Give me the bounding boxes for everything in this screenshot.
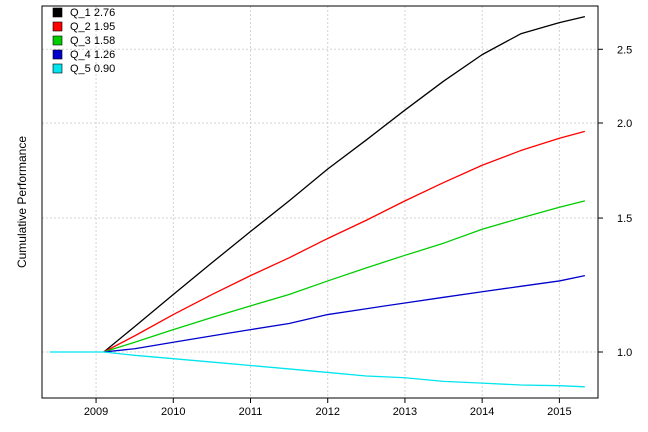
legend: Q_1 2.76 Q_2 1.95 Q_3 1.58 Q_4 1.26 Q_5 0.90 [52, 7, 115, 75]
legend-swatch-q4 [52, 49, 63, 60]
x-tick-label: 2009 [84, 406, 108, 418]
y-tick-label: 2.5 [617, 44, 632, 56]
axis-layer: 2009 2010 2011 2012 2013 2014 2015 1.0 1.5 2.0 2.5 [84, 44, 632, 418]
y-tick-label: 1.5 [617, 213, 632, 225]
x-tick-label: 2012 [315, 406, 339, 418]
series-line-q5 [49, 351, 585, 388]
legend-swatch-q3 [52, 35, 63, 46]
series-layer [49, 15, 586, 388]
plot-frame [41, 5, 599, 399]
series-line-q1 [103, 15, 586, 353]
series-line-q4 [103, 275, 586, 353]
legend-label-q2: Q_2 1.95 [70, 21, 115, 33]
legend-label-q3: Q_3 1.58 [70, 35, 115, 47]
legend-swatch-q1 [52, 7, 63, 18]
legend-swatch-q2 [52, 21, 63, 32]
legend-label-q1: Q_1 2.76 [70, 7, 115, 19]
y-tick-label: 2.0 [617, 118, 632, 130]
grid-layer [42, 6, 598, 398]
legend-swatch-q5 [52, 63, 63, 74]
x-tick-label: 2010 [161, 406, 185, 418]
x-tick-label: 2015 [547, 406, 571, 418]
x-tick-label: 2013 [393, 406, 417, 418]
y-tick-label: 1.0 [617, 347, 632, 359]
legend-label-q5: Q_5 0.90 [70, 63, 115, 75]
y-axis-label: Cumulative Performance [15, 136, 29, 268]
x-tick-label: 2011 [239, 406, 263, 418]
series-line-q3 [103, 200, 586, 353]
x-tick-label: 2014 [470, 406, 494, 418]
legend-label-q4: Q_4 1.26 [70, 49, 115, 61]
series-line-q2 [103, 130, 586, 353]
